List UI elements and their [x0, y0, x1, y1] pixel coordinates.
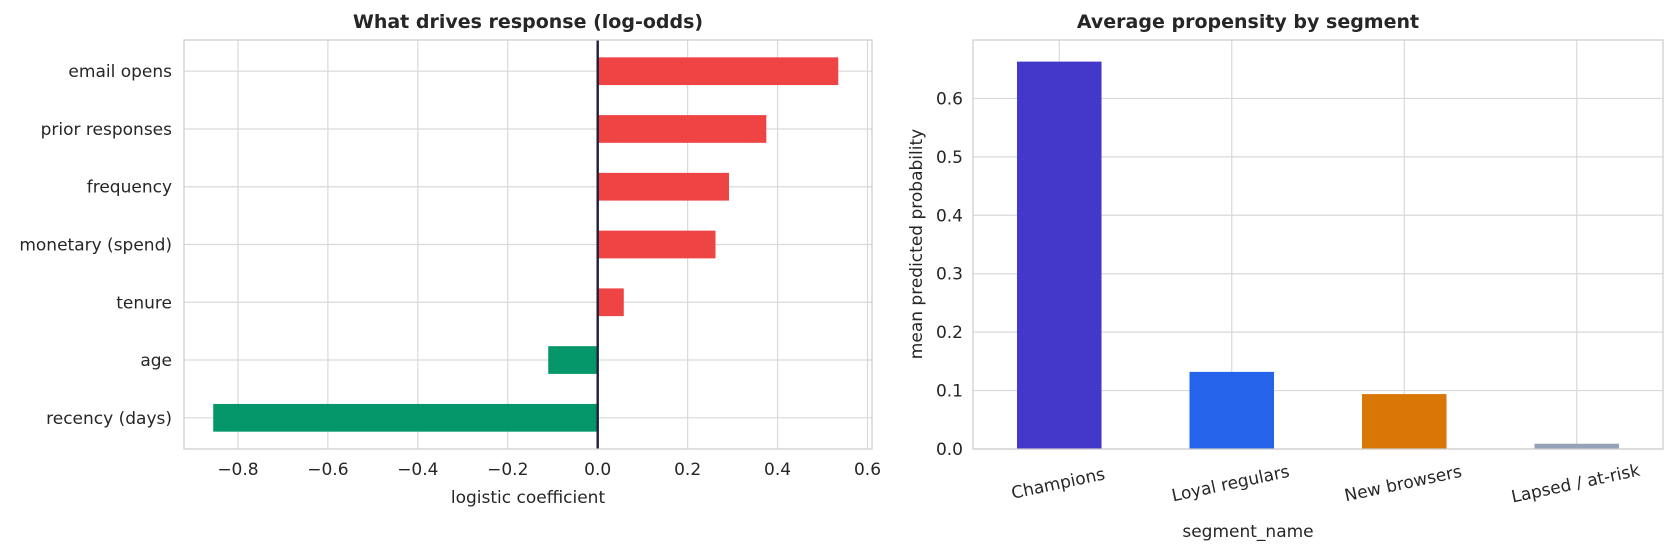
- coefficient-bar: [597, 288, 624, 317]
- x-tick-label: 0.2: [674, 460, 701, 480]
- x-tick-label: Loyal regulars: [1170, 462, 1291, 507]
- segment-bar: [1534, 443, 1620, 449]
- x-tick-label: Lapsed / at-risk: [1510, 461, 1642, 508]
- x-tick-label: 0.0: [584, 460, 611, 480]
- segment-bar: [1361, 394, 1447, 449]
- y-tick-label: 0.2: [936, 323, 963, 343]
- propensity-chart-ylabel: mean predicted probability: [907, 129, 927, 359]
- coefficient-bar: [597, 172, 730, 201]
- segment-bar: [1016, 61, 1102, 450]
- y-tick-label: tenure: [116, 293, 172, 313]
- y-tick-label: age: [140, 351, 172, 371]
- y-tick-label: 0.3: [936, 265, 963, 285]
- x-tick-label: −0.8: [217, 460, 258, 480]
- y-tick-label: 0.1: [936, 382, 963, 402]
- coefficient-bar: [597, 230, 716, 259]
- propensity-chart-frame: [972, 39, 1664, 450]
- x-tick-label: −0.6: [307, 460, 348, 480]
- x-tick-label: −0.2: [487, 460, 528, 480]
- y-tick-label: 0.0: [936, 440, 963, 460]
- propensity-chart-title: Average propensity by segment: [1077, 11, 1419, 33]
- x-tick-label: 0.6: [854, 460, 881, 480]
- y-tick-label: 0.6: [936, 89, 963, 109]
- coefficient-chart: What drives response (log-odds) email op…: [19, 11, 881, 508]
- y-tick-label: recency (days): [46, 409, 172, 429]
- y-tick-label: 0.5: [936, 148, 963, 168]
- y-tick-label: monetary (spend): [19, 236, 172, 256]
- coefficient-bar: [597, 57, 839, 86]
- coefficient-chart-title: What drives response (log-odds): [353, 11, 703, 33]
- y-tick-label: email opens: [68, 62, 172, 82]
- x-tick-label: −0.4: [397, 460, 438, 480]
- coefficient-chart-xlabel: logistic coefficient: [451, 488, 606, 508]
- coefficient-bar: [597, 115, 767, 143]
- coefficient-chart-frame: [183, 39, 873, 450]
- x-tick-label: Champions: [1010, 464, 1107, 503]
- x-tick-label: 0.4: [764, 460, 791, 480]
- y-tick-label: 0.4: [936, 206, 963, 226]
- y-tick-label: frequency: [87, 178, 172, 198]
- coefficient-bar: [213, 403, 598, 432]
- segment-bar: [1189, 371, 1275, 449]
- propensity-chart: Average propensity by segment 0.0 0.1 0.2 0…: [907, 11, 1664, 542]
- propensity-chart-xlabel: segment_name: [1182, 522, 1313, 542]
- y-tick-label: prior responses: [41, 120, 173, 140]
- x-tick-label: New browsers: [1343, 462, 1464, 506]
- coefficient-bar: [548, 346, 598, 374]
